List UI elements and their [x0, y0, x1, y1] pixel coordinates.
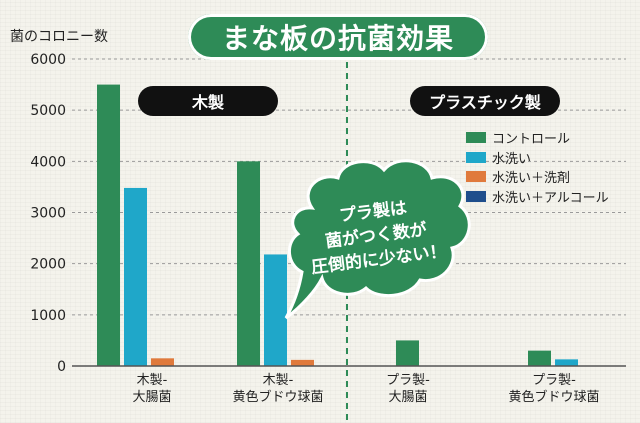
category-label: 木製- 黄色ブドウ球菌: [208, 372, 348, 406]
y-tick-label: 2000: [30, 257, 66, 273]
bar: [124, 187, 147, 366]
category-label-line: 黄色ブドウ球菌: [232, 390, 324, 405]
legend-swatch: [466, 132, 486, 144]
legend-label: 水洗い＋アルコール: [492, 190, 609, 206]
legend-item: 水洗い: [466, 148, 609, 168]
legend-swatch: [466, 171, 486, 183]
y-tick-label: 0: [57, 359, 66, 375]
category-label-line: プラ製-: [532, 373, 576, 388]
bar: [97, 84, 120, 366]
bars: [97, 84, 578, 366]
chart-title: まな板の抗菌効果: [188, 14, 488, 60]
y-tick-label: 3000: [30, 206, 66, 222]
legend: コントロール 水洗い 水洗い＋洗剤 水洗い＋アルコール: [466, 128, 609, 206]
category-label-line: 大腸菌: [388, 390, 428, 405]
category-label-line: プラ製-: [386, 373, 430, 388]
y-axis-title: 菌のコロニー数: [10, 29, 108, 45]
category-label: プラ製- 黄色ブドウ球菌: [484, 372, 624, 406]
category-label-line: 木製-: [262, 373, 294, 388]
bar: [528, 350, 551, 366]
bar: [264, 254, 287, 366]
category-label-line: 大腸菌: [132, 390, 172, 405]
bar: [396, 340, 419, 366]
legend-label: 水洗い＋洗剤: [492, 171, 571, 187]
category-label: 木製- 大腸菌: [82, 372, 222, 406]
y-axis-ticks: 0 1000 2000 3000 4000 5000 6000: [30, 52, 66, 375]
legend-label: コントロール: [492, 132, 571, 148]
y-tick-label: 6000: [30, 52, 66, 68]
bar: [151, 358, 174, 366]
legend-swatch: [466, 190, 486, 202]
legend-item: 水洗い＋アルコール: [466, 187, 609, 207]
category-label: プラ製- 大腸菌: [338, 372, 478, 406]
legend-item: 水洗い＋洗剤: [466, 167, 609, 187]
legend-label: 水洗い: [492, 151, 532, 167]
legend-item: コントロール: [466, 128, 609, 148]
group-label-wood: 木製: [138, 86, 278, 116]
bar: [555, 359, 578, 366]
y-tick-label: 1000: [30, 308, 66, 324]
bar: [291, 359, 314, 366]
group-label-plastic: プラスチック製: [410, 86, 560, 116]
annotation-cloud: [284, 159, 471, 320]
category-label-line: 黄色ブドウ球菌: [508, 390, 600, 405]
y-tick-label: 4000: [30, 154, 66, 170]
y-tick-label: 5000: [30, 103, 66, 119]
category-label-line: 木製-: [136, 373, 168, 388]
legend-swatch: [466, 151, 486, 163]
bar: [237, 161, 260, 366]
